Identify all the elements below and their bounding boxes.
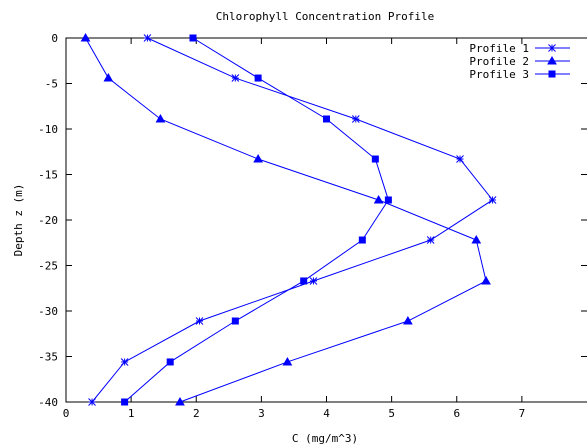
- legend-swatch-marker: [548, 44, 556, 52]
- data-point: [155, 113, 166, 123]
- series-profile-3: [121, 34, 392, 406]
- data-point: [384, 196, 392, 204]
- x-tick-label: 2: [193, 407, 200, 420]
- data-point: [88, 398, 96, 406]
- data-point: [323, 115, 330, 123]
- data-point: [488, 196, 497, 204]
- chart-title: Chlorophyll Concentration Profile: [216, 10, 435, 23]
- data-point: [403, 316, 413, 325]
- y-tick-label: -10: [38, 123, 58, 136]
- series-profile-2: [80, 32, 491, 406]
- x-tick-label: 6: [453, 407, 460, 420]
- data-point: [282, 356, 293, 366]
- y-tick-label: -35: [38, 351, 58, 364]
- series-layer: [80, 32, 497, 406]
- legend-item-profile-2: Profile 2: [469, 55, 570, 68]
- data-point: [351, 115, 360, 123]
- data-point: [471, 235, 482, 244]
- data-point: [80, 32, 91, 42]
- legend-item-profile-3: Profile 3: [469, 68, 570, 81]
- data-point: [121, 398, 129, 406]
- data-point: [231, 74, 240, 82]
- legend-label: Profile 1: [469, 42, 529, 55]
- x-axis-label: C (mg/m^3): [292, 432, 358, 445]
- data-point: [103, 73, 114, 82]
- x-tick-label: 5: [388, 407, 395, 420]
- x-tick-label: 3: [258, 407, 265, 420]
- data-point: [120, 358, 129, 366]
- data-point: [166, 358, 174, 366]
- y-tick-label: -5: [45, 78, 58, 91]
- series-line: [85, 37, 487, 403]
- y-axis-label: Depth z (m): [12, 184, 25, 257]
- y-tick-label: -25: [38, 260, 58, 273]
- data-point: [481, 275, 491, 285]
- x-tick-label: 4: [323, 407, 330, 420]
- series-line: [124, 37, 389, 403]
- x-tick-label: 1: [128, 407, 135, 420]
- legend-item-profile-1: Profile 1: [469, 42, 570, 55]
- data-point: [253, 154, 263, 163]
- y-tick-label: -15: [38, 169, 58, 182]
- data-point: [300, 277, 308, 285]
- data-point: [371, 155, 379, 163]
- data-point: [254, 74, 262, 82]
- data-point: [143, 34, 152, 42]
- ticks-layer: 0 1 2 3 4 5 6 7 0 -5 -10 -15 -20 -25 -30 -35 -40: [38, 32, 587, 420]
- legend-label: Profile 2: [469, 55, 529, 68]
- data-point: [373, 194, 384, 204]
- y-tick-label: -20: [38, 214, 58, 227]
- legend-label: Profile 3: [469, 68, 529, 81]
- data-point: [175, 396, 185, 406]
- series-line: [91, 37, 494, 403]
- y-tick-label: -40: [38, 396, 58, 409]
- series-profile-1: [88, 34, 497, 406]
- plot-frame: [65, 37, 587, 403]
- x-tick-label: 0: [63, 407, 70, 420]
- legend-swatch-marker: [547, 55, 557, 65]
- data-point: [358, 236, 366, 244]
- data-point: [231, 317, 239, 325]
- y-tick-label: 0: [51, 32, 58, 45]
- data-point: [456, 155, 464, 163]
- y-tick-label: -30: [38, 305, 58, 318]
- data-point: [189, 34, 197, 42]
- x-tick-label: 7: [519, 407, 526, 420]
- data-point: [195, 317, 204, 325]
- legend-swatch-marker: [548, 70, 556, 78]
- data-point: [309, 277, 318, 285]
- data-point: [426, 236, 435, 244]
